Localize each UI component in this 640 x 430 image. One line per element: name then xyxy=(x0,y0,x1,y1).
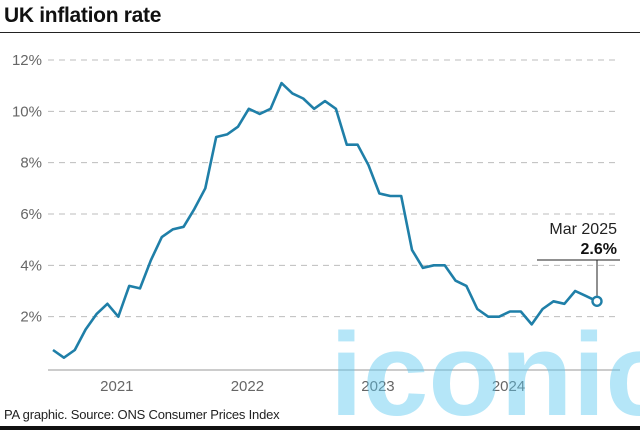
series-line xyxy=(52,81,598,359)
x-tick-label: 2024 xyxy=(492,378,525,395)
watermark: iconic xyxy=(330,309,640,430)
last-point-marker xyxy=(591,295,603,307)
bottom-rule xyxy=(0,426,640,430)
annotation-value: 2.6% xyxy=(581,241,617,258)
annotation-date: Mar 2025 xyxy=(549,221,617,238)
source-note: PA graphic. Source: ONS Consumer Prices … xyxy=(4,407,280,422)
chart-title: UK inflation rate xyxy=(4,4,162,27)
y-tick-label: 4% xyxy=(20,257,42,274)
x-tick-label: 2023 xyxy=(361,378,394,395)
x-tick-label: 2022 xyxy=(231,378,264,395)
y-tick-label: 12% xyxy=(12,52,42,69)
y-tick-label: 10% xyxy=(12,103,42,120)
y-tick-label: 8% xyxy=(20,155,42,172)
y-tick-label: 2% xyxy=(20,309,42,326)
x-tick-label: 2021 xyxy=(100,378,133,395)
y-tick-label: 6% xyxy=(20,206,42,223)
title-rule xyxy=(0,32,640,33)
